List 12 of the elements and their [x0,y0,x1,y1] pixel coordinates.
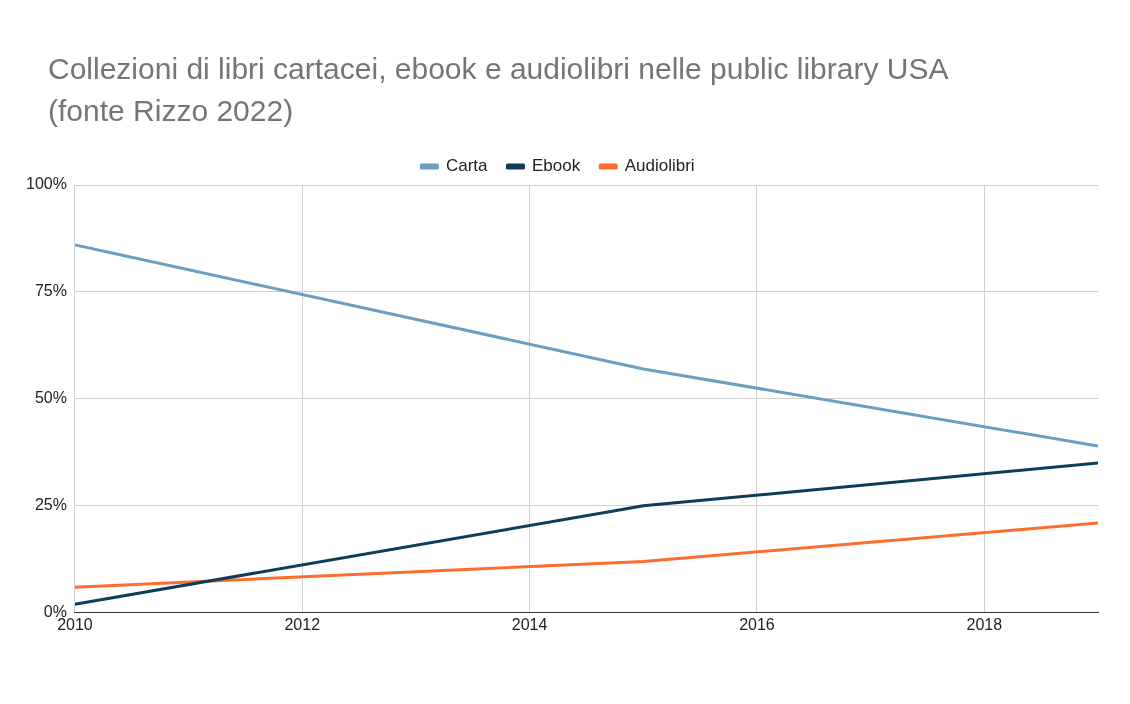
x-tick-label: 2018 [966,615,1003,633]
y-tick-label: 100% [26,175,67,193]
y-tick-label: 50% [34,389,67,407]
y-tick-label: 25% [34,496,67,514]
x-tick-label: 2012 [284,615,321,633]
x-tick-label: 2016 [739,615,775,633]
x-tick-label: 2014 [511,615,548,633]
legend-label: Ebook [531,156,581,176]
chart-title: Collezioni di libri cartacei, ebook e audiolibri nelle public library USA (fonte Rizzo 2022) [47,51,949,129]
legend-label: Carta [445,156,489,176]
legend-label: Audiolibri [624,156,695,176]
y-tick-label: 75% [34,282,67,300]
